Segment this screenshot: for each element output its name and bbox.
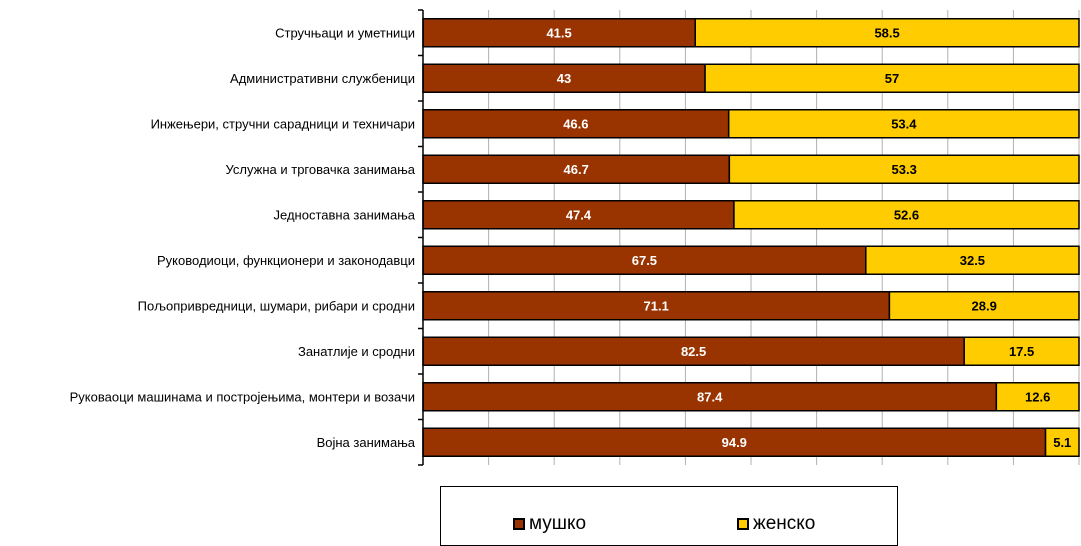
category-label: Руковаоци машинама и постројењима, монте… (70, 389, 415, 404)
category-label: Услужна и трговачка занимања (226, 162, 416, 177)
data-label-male: 43 (557, 71, 571, 86)
data-label-female: 12.6 (1025, 389, 1050, 404)
data-label-male: 67.5 (632, 253, 657, 268)
data-label-male: 41.5 (546, 25, 571, 40)
data-label-male: 71.1 (644, 298, 669, 313)
category-label: Стручњаци и уметници (275, 25, 415, 40)
bar-female (995, 382, 1080, 412)
data-label-male: 87.4 (697, 389, 723, 404)
data-label-male: 94.9 (722, 435, 747, 450)
category-label: Војна занимања (317, 435, 416, 450)
bar-female (888, 291, 1080, 321)
category-label: Административни службеници (230, 71, 415, 86)
bar-female (733, 200, 1080, 230)
bar-female (694, 18, 1080, 48)
legend-label-female: женско (753, 513, 816, 534)
legend-item-male: мушко (513, 513, 586, 535)
category-label: Једноставна занимања (274, 207, 416, 222)
bar-female (963, 336, 1080, 366)
data-label-female: 17.5 (1009, 344, 1034, 359)
bars: 41.5 58.5 43 57 46.6 53.4 46.7 53.3 47.4 52.6 67.5… (422, 18, 1080, 457)
data-label-female: 52.6 (894, 207, 919, 222)
legend-swatch-male (513, 518, 525, 530)
bar-male (422, 291, 891, 321)
bar-female (704, 63, 1080, 93)
bar-male (422, 427, 1047, 457)
y-axis (418, 9, 424, 466)
data-label-male: 46.7 (564, 162, 589, 177)
legend-label-male: мушко (529, 513, 587, 534)
category-label: Инжењери, стручни сарадници и техничари (151, 116, 415, 131)
legend: мушко женско (440, 486, 898, 546)
data-label-male: 46.6 (563, 116, 588, 131)
bar-male (422, 245, 867, 275)
data-label-male: 82.5 (681, 344, 706, 359)
bar-female (865, 245, 1080, 275)
category-labels: Стручњаци и уметници Административни служ… (70, 25, 416, 450)
data-label-male: 47.4 (566, 207, 592, 222)
data-label-female: 58.5 (874, 25, 899, 40)
bar-female (728, 154, 1080, 184)
bar-male (422, 336, 965, 366)
data-label-female: 32.5 (960, 253, 985, 268)
bar-male (422, 63, 706, 93)
legend-swatch-female (737, 518, 749, 530)
data-label-female: 28.9 (972, 298, 997, 313)
bar-female (727, 109, 1080, 139)
bar-male (422, 200, 735, 230)
data-label-female: 5.1 (1053, 435, 1071, 450)
data-label-female: 53.4 (891, 116, 917, 131)
category-label: Пољопривредници, шумари, рибари и сродни (138, 298, 415, 313)
data-label-female: 53.3 (892, 162, 917, 177)
bar-female (1044, 427, 1080, 457)
category-label: Руководиоци, функционери и законодавци (157, 253, 415, 268)
data-label-female: 57 (885, 71, 899, 86)
category-label: Занатлије и сродни (298, 344, 415, 359)
legend-item-female: женско (737, 513, 815, 535)
bar-male (422, 109, 730, 139)
